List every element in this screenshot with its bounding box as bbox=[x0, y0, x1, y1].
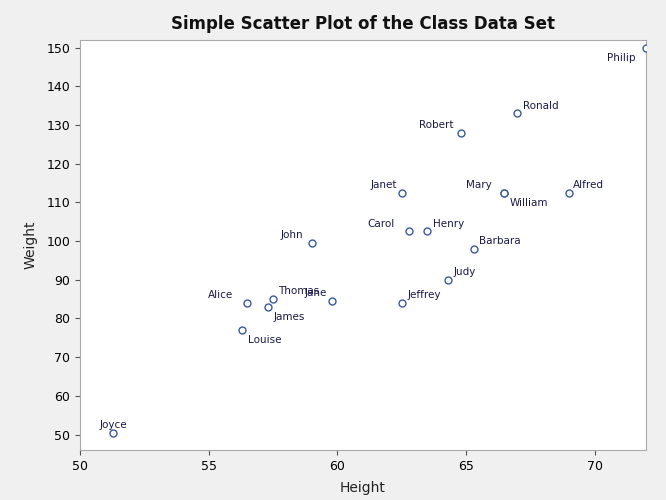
Point bbox=[456, 129, 466, 137]
Point bbox=[108, 428, 119, 436]
Text: Louise: Louise bbox=[248, 336, 281, 345]
Point bbox=[396, 189, 407, 197]
Text: Alfred: Alfred bbox=[573, 180, 604, 190]
Text: James: James bbox=[273, 312, 304, 322]
Text: Carol: Carol bbox=[368, 218, 395, 228]
Point bbox=[396, 299, 407, 307]
Title: Simple Scatter Plot of the Class Data Set: Simple Scatter Plot of the Class Data Se… bbox=[171, 15, 555, 33]
Text: John: John bbox=[281, 230, 304, 240]
Text: Jeffrey: Jeffrey bbox=[407, 290, 441, 300]
Text: Robert: Robert bbox=[419, 120, 454, 130]
Text: Joyce: Joyce bbox=[99, 420, 127, 430]
X-axis label: Height: Height bbox=[340, 481, 386, 495]
Point bbox=[563, 189, 574, 197]
Text: Ronald: Ronald bbox=[523, 100, 559, 110]
Text: William: William bbox=[510, 198, 549, 208]
Point bbox=[468, 245, 479, 253]
Point bbox=[500, 189, 510, 197]
Point bbox=[268, 295, 278, 303]
Text: Philip: Philip bbox=[607, 53, 635, 63]
Point bbox=[442, 276, 453, 284]
Point bbox=[422, 228, 433, 235]
Text: Jane: Jane bbox=[304, 288, 327, 298]
Point bbox=[262, 303, 273, 311]
Point bbox=[306, 239, 317, 247]
Y-axis label: Weight: Weight bbox=[24, 221, 38, 269]
Point bbox=[512, 110, 523, 118]
Text: Henry: Henry bbox=[433, 218, 464, 228]
Point bbox=[327, 297, 338, 305]
Point bbox=[242, 299, 252, 307]
Point bbox=[641, 44, 651, 52]
Text: Thomas: Thomas bbox=[278, 286, 320, 296]
Text: Mary: Mary bbox=[466, 180, 492, 190]
Point bbox=[236, 326, 247, 334]
Text: Barbara: Barbara bbox=[479, 236, 521, 246]
Text: Janet: Janet bbox=[371, 180, 398, 190]
Text: Judy: Judy bbox=[454, 267, 476, 277]
Text: Alice: Alice bbox=[208, 290, 234, 300]
Point bbox=[500, 189, 510, 197]
Point bbox=[404, 228, 415, 235]
